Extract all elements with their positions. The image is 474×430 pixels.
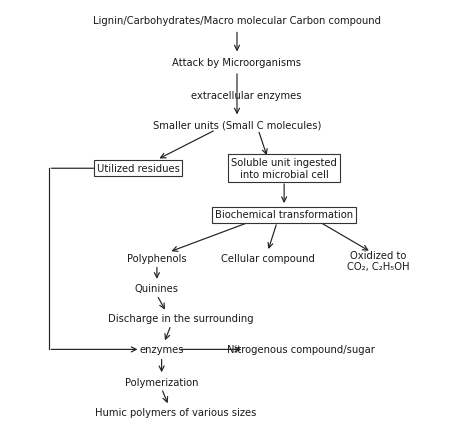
Text: Quinines: Quinines — [135, 283, 179, 293]
Text: extracellular enzymes: extracellular enzymes — [191, 90, 301, 100]
Text: Lignin/Carbohydrates/Macro molecular Carbon compound: Lignin/Carbohydrates/Macro molecular Car… — [93, 15, 381, 26]
Text: Discharge in the surrounding: Discharge in the surrounding — [108, 313, 253, 323]
Text: Attack by Microorganisms: Attack by Microorganisms — [173, 58, 301, 68]
Text: Nitrogenous compound/sugar: Nitrogenous compound/sugar — [227, 344, 374, 355]
Text: Biochemical transformation: Biochemical transformation — [215, 210, 353, 220]
Text: Cellular compound: Cellular compound — [221, 254, 315, 264]
Text: Soluble unit ingested
into microbial cell: Soluble unit ingested into microbial cel… — [231, 158, 337, 180]
Text: enzymes: enzymes — [139, 344, 184, 355]
Text: Polymerization: Polymerization — [125, 377, 198, 387]
Text: Oxidized to
CO₂, C₂H₅OH: Oxidized to CO₂, C₂H₅OH — [347, 250, 410, 271]
Text: Polyphenols: Polyphenols — [127, 254, 187, 264]
Text: Utilized residues: Utilized residues — [97, 164, 180, 174]
Text: Humic polymers of various sizes: Humic polymers of various sizes — [95, 407, 256, 418]
Text: Smaller units (Small C molecules): Smaller units (Small C molecules) — [153, 120, 321, 130]
